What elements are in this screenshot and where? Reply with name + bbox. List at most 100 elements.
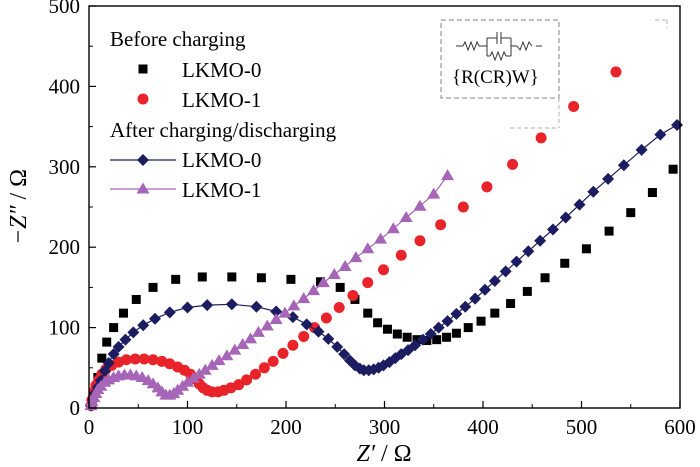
data-point [225, 298, 238, 311]
data-point [163, 306, 176, 319]
data-point [534, 234, 547, 247]
data-point [267, 355, 279, 367]
data-point [488, 274, 501, 287]
data-point [347, 289, 359, 301]
data-point [127, 326, 140, 339]
data-point [427, 187, 441, 199]
x-tick-label: 0 [84, 415, 95, 439]
data-point [338, 348, 351, 361]
data-point [298, 330, 310, 342]
data-point [277, 347, 289, 359]
data-point [138, 353, 150, 365]
data-point [546, 223, 559, 236]
data-point [560, 258, 570, 268]
x-tick-label: 500 [566, 415, 598, 439]
y-tick-label: 500 [49, 0, 81, 18]
y-axis-title: −Z″ / Ω [6, 169, 32, 245]
y-tick-label: 200 [49, 235, 81, 259]
legend-label-lkmo1-before: LKMO-1 [182, 88, 261, 112]
data-point [233, 379, 245, 391]
data-point [507, 158, 519, 170]
data-point [432, 335, 442, 345]
data-point [413, 199, 427, 211]
legend: Before charging LKMO-0 LKMO-1 After char… [110, 27, 337, 202]
data-point [626, 208, 636, 218]
data-point [249, 368, 261, 380]
data-point [535, 132, 547, 144]
data-point [335, 282, 345, 292]
data-point [112, 340, 125, 353]
tick-layer: 0 100 200 300 400 500 600 0 100 200 300 400 500 [49, 0, 696, 439]
series-layer [84, 66, 684, 412]
data-point [97, 353, 107, 363]
data-point [333, 302, 345, 313]
data-point [331, 340, 344, 353]
data-point [320, 312, 332, 324]
data-point [506, 298, 516, 308]
data-point [322, 332, 335, 345]
plot-frame [88, 5, 681, 409]
data-point [540, 273, 550, 283]
x-axis-variable: Z′ [356, 441, 375, 467]
data-point [205, 358, 219, 370]
data-point [463, 323, 473, 333]
data-point [361, 242, 375, 254]
data-point [212, 354, 226, 366]
data-point [602, 172, 615, 185]
data-point [102, 356, 115, 369]
x-tick-label: 600 [664, 415, 696, 439]
data-point [220, 349, 234, 361]
data-point [442, 332, 452, 342]
data-point [499, 265, 512, 278]
data-point [610, 66, 622, 78]
data-point [457, 201, 469, 213]
data-point [131, 294, 141, 304]
data-point [107, 348, 120, 361]
data-point [236, 337, 250, 349]
data-point [241, 374, 253, 386]
data-point [109, 323, 119, 333]
data-point [386, 222, 400, 234]
series-2-diamond [84, 118, 684, 412]
data-point [270, 305, 283, 318]
data-point [278, 306, 292, 318]
data-point [635, 143, 648, 156]
data-point [459, 300, 472, 313]
legend-label-lkmo0-after: LKMO-0 [182, 148, 261, 172]
circuit-schematic-icon [456, 32, 542, 62]
data-point [227, 272, 237, 282]
data-point [654, 128, 667, 141]
data-point [432, 321, 445, 334]
series-3-triangle [84, 169, 455, 411]
data-point [476, 316, 486, 326]
data-point [312, 325, 325, 338]
data-point [402, 332, 412, 342]
data-point [451, 328, 461, 338]
x-axis-unit: / Ω [375, 441, 412, 467]
data-point [510, 255, 523, 268]
data-point [414, 235, 426, 247]
data-point [260, 319, 274, 331]
data-point [416, 333, 429, 346]
data-point [287, 339, 299, 351]
data-point [573, 198, 586, 211]
y-tick-label: 100 [49, 316, 81, 340]
data-point [490, 308, 500, 318]
data-point [395, 249, 407, 261]
data-point [192, 367, 206, 379]
data-point [617, 159, 630, 172]
legend-marker-circle [137, 93, 149, 105]
x-axis-title: Z′ / Ω [356, 441, 411, 467]
series-line [90, 175, 448, 406]
data-point [181, 375, 194, 387]
data-point [349, 251, 363, 263]
data-point [378, 264, 390, 276]
x-tick-label: 300 [369, 415, 401, 439]
x-tick-label: 400 [467, 415, 499, 439]
data-point [244, 332, 258, 344]
data-point [671, 118, 684, 131]
data-point [647, 188, 657, 198]
data-point [604, 226, 614, 236]
data-point [256, 273, 266, 283]
